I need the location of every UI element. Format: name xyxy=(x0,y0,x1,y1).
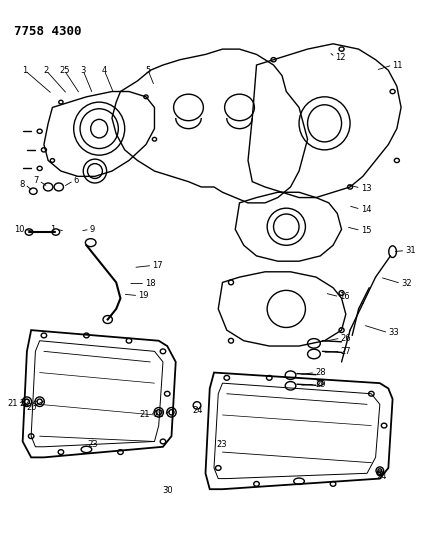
Text: 29: 29 xyxy=(315,379,326,389)
Text: 13: 13 xyxy=(361,183,372,192)
Text: 30: 30 xyxy=(162,486,172,495)
Text: 22: 22 xyxy=(153,410,164,419)
Text: 25: 25 xyxy=(59,66,70,75)
Text: 22: 22 xyxy=(20,399,30,408)
Text: 7: 7 xyxy=(33,176,39,185)
Text: 21: 21 xyxy=(7,399,18,408)
Text: 23: 23 xyxy=(216,440,227,449)
Text: 33: 33 xyxy=(388,328,399,337)
Text: 6: 6 xyxy=(74,176,79,185)
Text: 9: 9 xyxy=(90,225,95,234)
Text: 1: 1 xyxy=(51,225,56,234)
Text: 24: 24 xyxy=(193,406,203,415)
Text: 10: 10 xyxy=(14,225,24,234)
Text: 8: 8 xyxy=(19,180,25,189)
Text: 7758 4300: 7758 4300 xyxy=(14,25,82,38)
Text: 1: 1 xyxy=(22,66,27,75)
Text: 31: 31 xyxy=(405,246,416,255)
Text: 28: 28 xyxy=(315,368,326,377)
Text: 20: 20 xyxy=(26,402,36,411)
Text: 24: 24 xyxy=(377,472,387,481)
Text: 5: 5 xyxy=(146,66,151,75)
Text: 19: 19 xyxy=(138,291,149,300)
Text: 18: 18 xyxy=(145,279,156,288)
Text: 23: 23 xyxy=(87,440,98,449)
Text: 16: 16 xyxy=(339,292,350,301)
Text: 17: 17 xyxy=(152,261,163,270)
Text: 14: 14 xyxy=(361,205,371,214)
Text: 21: 21 xyxy=(140,410,150,419)
Text: 4: 4 xyxy=(102,66,107,75)
Text: 15: 15 xyxy=(361,226,371,235)
Text: 12: 12 xyxy=(335,53,346,62)
Text: 27: 27 xyxy=(341,347,351,356)
Text: 11: 11 xyxy=(392,61,403,69)
Text: 26: 26 xyxy=(341,334,351,343)
Text: 32: 32 xyxy=(401,279,412,288)
Text: 3: 3 xyxy=(80,66,86,75)
Text: 2: 2 xyxy=(43,66,49,75)
